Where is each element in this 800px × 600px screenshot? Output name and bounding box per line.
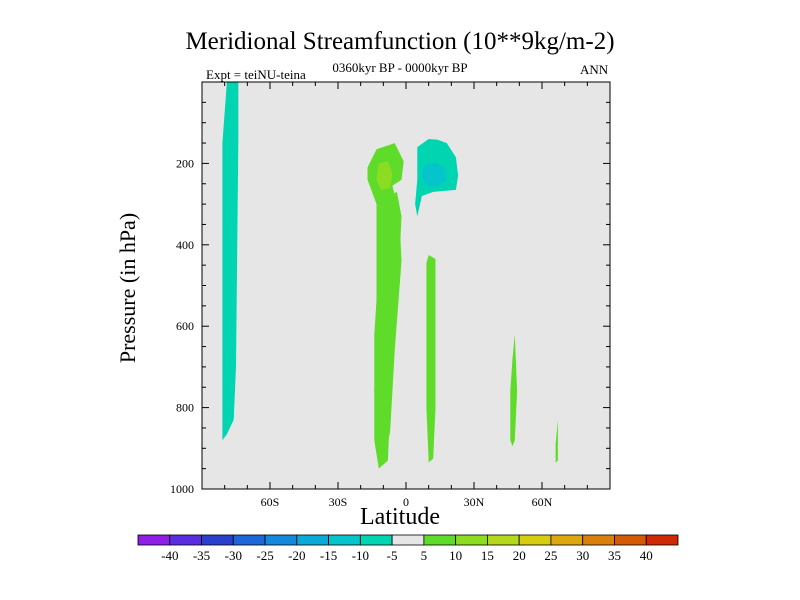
y-tick-label: 200 — [176, 156, 194, 170]
colorbar-swatch — [550, 534, 584, 546]
colorbar-label: -40 — [161, 548, 178, 563]
region-sh-high-lat-negative-column — [222, 82, 239, 441]
colorbar-swatch — [359, 534, 393, 546]
x-tick-label: 0 — [403, 495, 409, 509]
x-axis-label: Latitude — [360, 504, 440, 530]
colorbar-swatch — [264, 534, 298, 546]
season-label: ANN — [580, 62, 609, 77]
colorbar-swatch — [232, 534, 266, 546]
colorbar-label: -20 — [288, 548, 305, 563]
colorbar-swatch — [645, 534, 679, 546]
colorbar-label: -10 — [352, 548, 369, 563]
colorbar-label: 15 — [481, 548, 494, 563]
colorbar-label: -15 — [320, 548, 337, 563]
region-nh-subpolar-positive-sliver — [555, 419, 558, 463]
colorbar-label: 25 — [544, 548, 557, 563]
colorbar-label: 20 — [513, 548, 526, 563]
chart-title: Meridional Streamfunction (10**9kg/m-2) — [185, 28, 615, 55]
y-axis-label: Pressure (in hPa) — [115, 212, 140, 364]
colorbar-swatch — [169, 534, 202, 546]
axes: 60S 30S 0 30N 60N 200 400 600 800 1000 — [170, 82, 611, 509]
colorbar-label: 30 — [576, 548, 589, 563]
y-tick-label: 400 — [176, 238, 194, 252]
colorbar-swatch — [518, 534, 552, 546]
colorbar-label: 10 — [449, 548, 462, 563]
plot-background — [202, 82, 610, 489]
x-tick-label: 60N — [532, 495, 553, 509]
colorbar-swatch — [423, 534, 457, 546]
y-tick-label: 800 — [176, 401, 194, 415]
colorbar-swatch — [614, 534, 647, 546]
experiment-label: Expt = teiNU-teina — [206, 67, 306, 82]
colorbar-label: -5 — [387, 548, 398, 563]
colorbar-swatch — [487, 534, 520, 546]
colorbar-label: 35 — [608, 548, 621, 563]
colorbar-swatch — [137, 534, 171, 546]
x-tick-label: 30S — [329, 495, 348, 509]
y-tick-label: 1000 — [170, 482, 194, 496]
colorbar-swatch — [455, 534, 488, 546]
region-nh-midlat-positive-sliver — [510, 334, 518, 447]
colorbar: -40 -35 -30 -25 -20 -15 -10 -5 5 10 15 20 25 30 35 40 — [137, 534, 679, 563]
colorbar-label: -30 — [225, 548, 242, 563]
colorbar-label: -35 — [193, 548, 210, 563]
colorbar-swatch — [582, 534, 615, 546]
x-tick-label: 30N — [464, 495, 485, 509]
contour-regions — [222, 82, 558, 469]
colorbar-label: 40 — [640, 548, 653, 563]
colorbar-swatch — [328, 534, 361, 546]
colorbar-swatch — [296, 534, 329, 546]
region-nh-tropical-upper-negative-core — [421, 162, 447, 187]
plot-frame — [201, 81, 611, 490]
colorbar-label: -25 — [256, 548, 273, 563]
colorbar-swatch — [391, 534, 425, 546]
region-nh-tropical-positive-column — [426, 255, 436, 463]
colorbar-swatch — [201, 534, 234, 546]
region-tropical-lower-positive-column — [374, 191, 402, 469]
x-tick-label: 60S — [261, 495, 280, 509]
y-tick-label: 600 — [176, 319, 194, 333]
region-tropical-upper-positive-core — [376, 161, 393, 190]
chart-subtitle: 0360kyr BP - 0000kyr BP — [332, 60, 468, 75]
colorbar-label: 5 — [421, 548, 428, 563]
